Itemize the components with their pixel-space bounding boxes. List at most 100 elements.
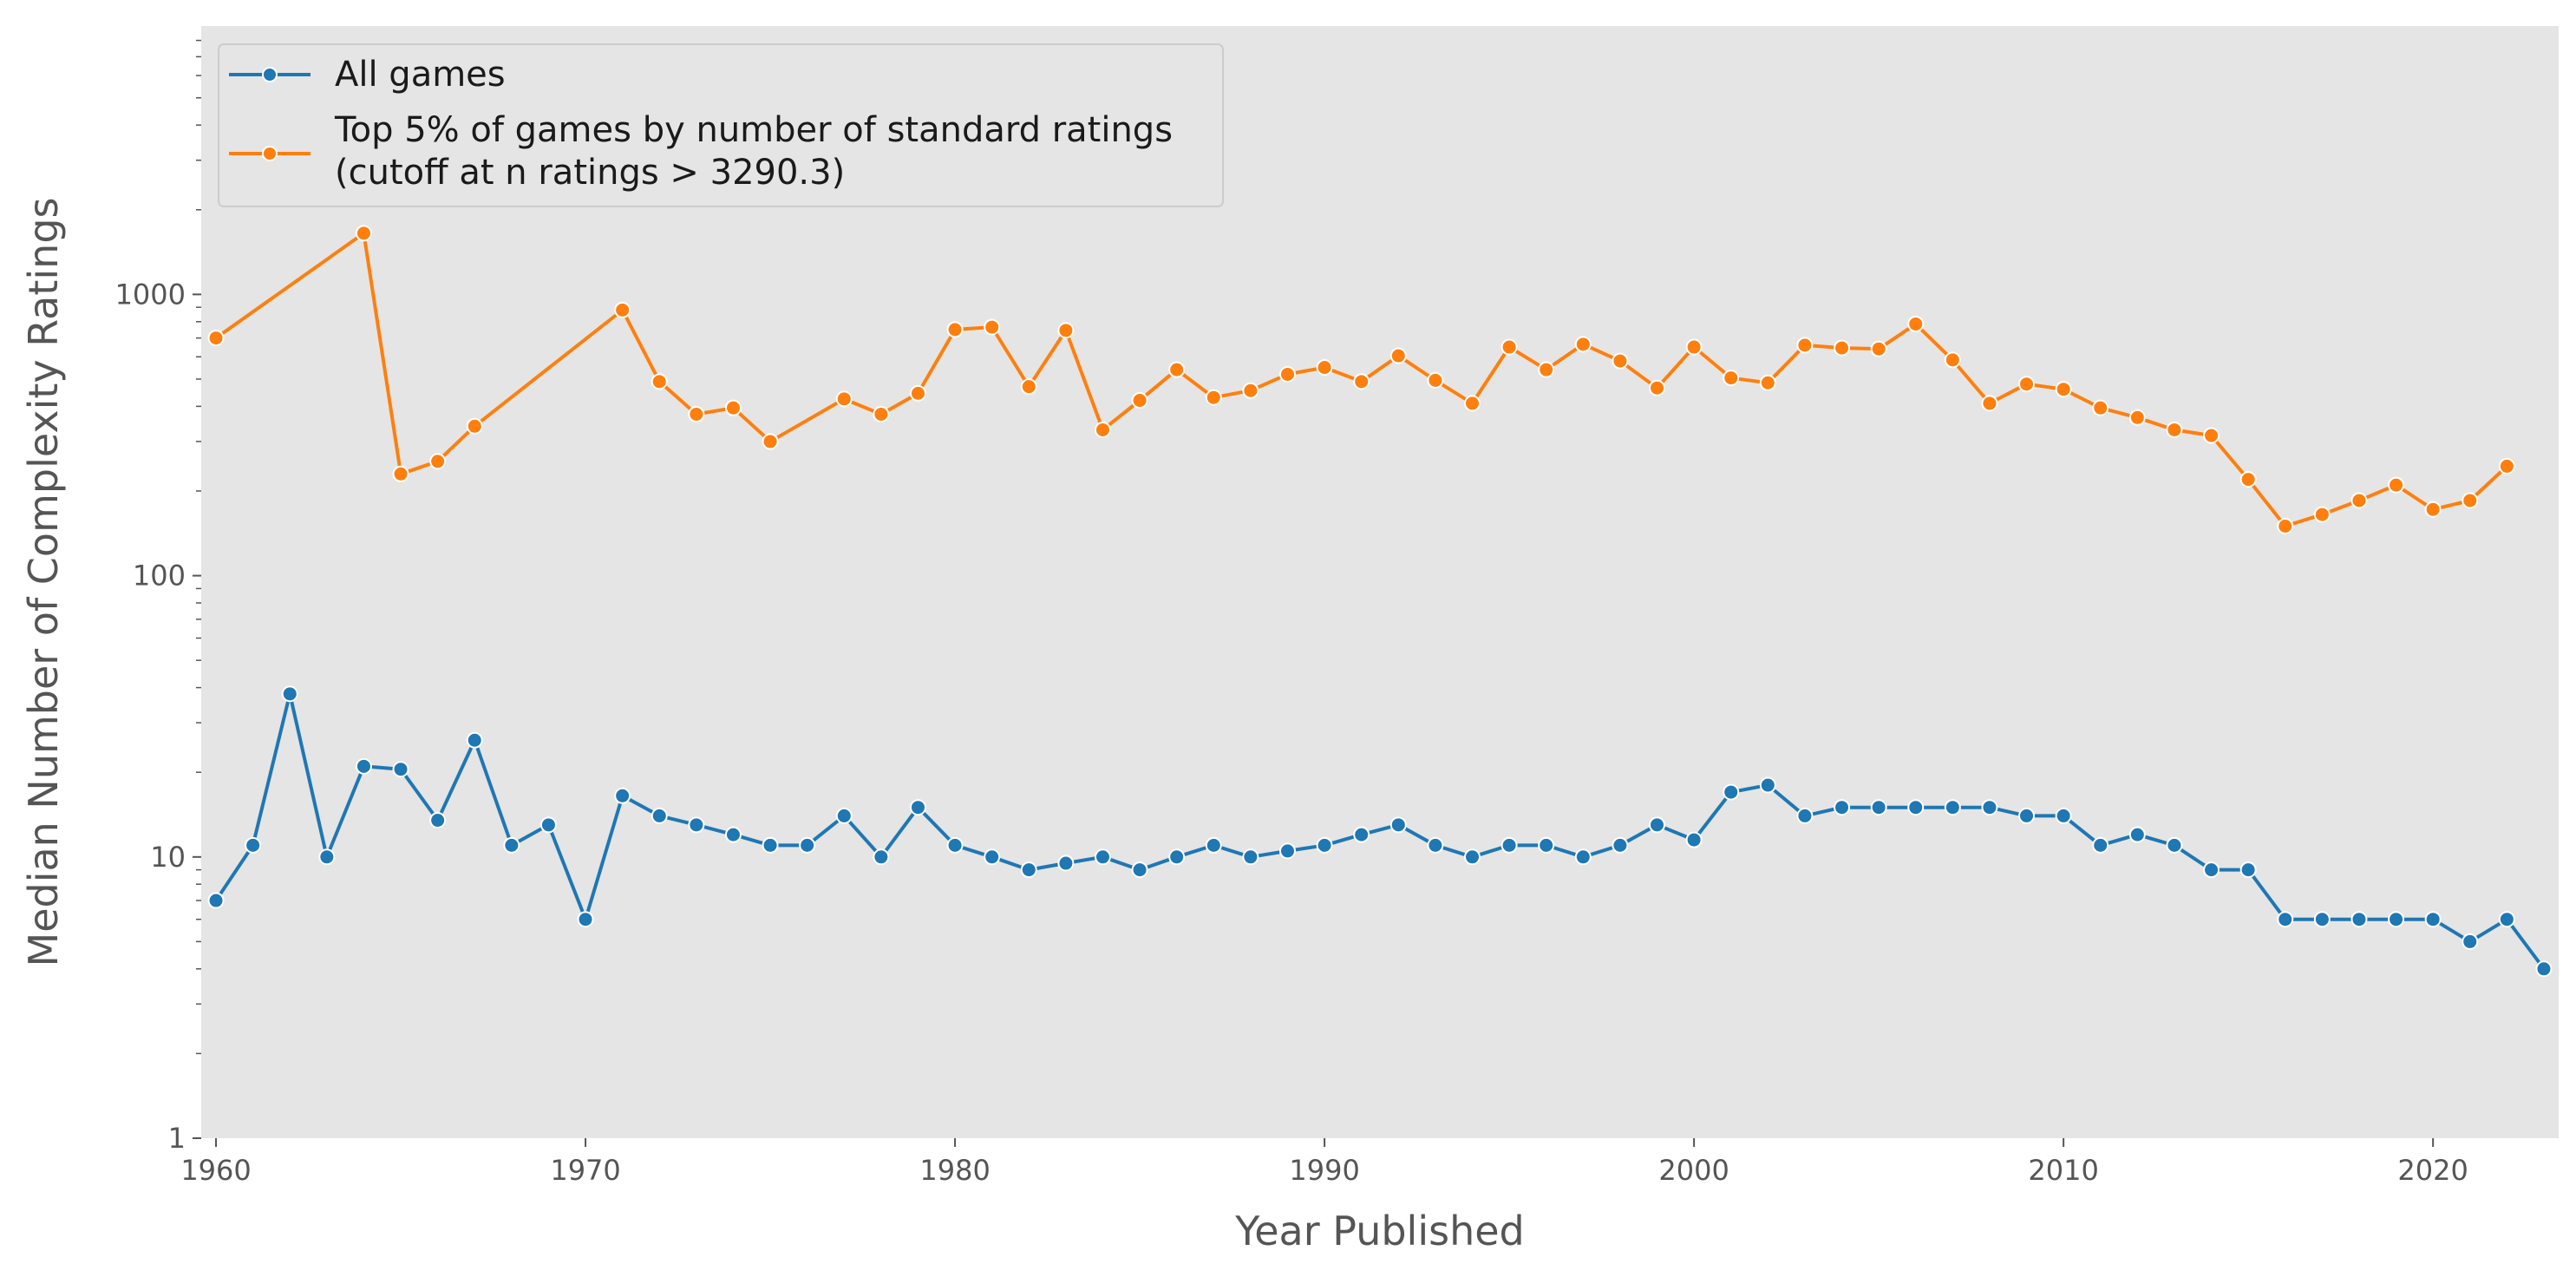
legend: All games Top 5% of games by number of s… [218,43,1224,207]
data-point-all-games [1464,848,1481,866]
data-point-top-games [355,225,372,242]
data-point-top-games [2462,492,2479,509]
data-point-all-games [1834,799,1851,816]
x-tick-label: 1970 [550,1154,620,1187]
data-point-all-games [1168,848,1186,866]
data-point-top-games [392,465,409,482]
data-point-all-games [909,799,926,816]
data-point-top-games [651,373,668,390]
legend-box [218,43,1224,207]
y-tick-label: 1000 [115,278,186,311]
data-point-all-games [724,826,742,843]
data-point-all-games [1574,848,1592,866]
data-point-all-games [1796,807,1814,824]
data-point-all-games [2424,911,2442,928]
y-axis-ticks: 1 10 100 1000 [115,278,201,1155]
data-point-top-games [2313,506,2331,523]
data-point-all-games [1242,848,1259,866]
data-point-all-games [2128,826,2146,843]
data-point-top-games [1649,379,1666,396]
data-point-top-games [2055,381,2072,398]
x-tick-label: 1960 [180,1154,251,1187]
data-point-all-games [946,836,964,854]
data-point-all-games [503,836,520,854]
data-point-top-games [2277,517,2294,534]
y-tick-label: 10 [150,841,186,874]
data-point-top-games [1723,370,1740,387]
data-point-all-games [355,757,372,775]
data-point-all-games [281,685,298,703]
data-point-all-games [1316,836,1333,854]
data-point-top-games [1057,322,1075,339]
data-point-top-games [1353,373,1370,390]
data-point-all-games [835,807,853,824]
data-point-all-games [392,761,409,778]
data-point-top-games [207,330,225,347]
data-point-top-games [1316,359,1333,377]
data-point-top-games [2018,376,2036,393]
data-point-all-games [1131,861,1148,879]
data-point-top-games [1427,371,1444,389]
data-point-top-games [1944,351,1961,369]
data-point-top-games [1981,395,1998,412]
data-point-all-games [762,836,779,854]
data-point-all-games [207,892,225,909]
series-layer [207,225,2553,978]
data-point-all-games [2277,911,2294,928]
data-point-all-games [577,911,594,928]
data-point-all-games [2498,911,2515,928]
data-point-all-games [2388,911,2405,928]
x-tick-label: 2000 [1658,1154,1729,1187]
data-point-all-games [245,836,262,854]
data-point-top-games [466,417,483,435]
y-tick-label: 100 [133,560,186,593]
data-point-all-games [651,807,668,824]
data-point-top-games [2092,399,2109,416]
data-point-all-games [1612,836,1629,854]
data-point-top-games [2239,471,2257,488]
data-point-all-games [1870,799,1887,816]
data-point-top-games [1020,378,1037,396]
data-point-all-games [1907,799,1925,816]
legend-label-all-games: All games [335,55,506,95]
data-point-top-games [1278,365,1296,383]
data-point-top-games [1168,361,1186,378]
data-point-all-games [539,816,557,834]
x-tick-label: 1980 [919,1154,990,1187]
legend-label-top-games-line1: Top 5% of games by number of standard ra… [334,110,1173,150]
data-point-all-games [614,787,631,804]
data-point-top-games [1500,338,1518,356]
x-tick-label: 2010 [2028,1154,2098,1187]
data-point-all-games [2166,836,2183,854]
legend-label-top-games-line2: (cutoff at n ratings > 3290.3) [335,153,845,193]
data-point-top-games [762,433,779,450]
data-point-all-games [873,848,890,866]
data-point-top-games [1685,338,1703,356]
data-point-all-games [429,812,447,829]
data-point-top-games [909,384,926,402]
y-axis-label: Median Number of Complexity Ratings [20,197,67,966]
data-point-top-games [429,453,447,470]
data-point-top-games [1759,374,1776,391]
data-point-top-games [873,405,890,422]
data-point-top-games [2498,457,2515,475]
data-point-top-games [1870,340,1887,357]
data-point-all-games [1389,816,1407,834]
data-point-top-games [1796,337,1814,354]
data-point-all-games [1759,776,1776,794]
data-point-top-games [946,321,964,338]
data-point-all-games [1649,816,1666,834]
data-point-top-games [2388,476,2405,494]
data-point-all-games [2350,911,2368,928]
data-point-top-games [614,301,631,318]
data-point-top-games [688,405,705,422]
data-point-top-games [2350,492,2368,509]
data-point-all-games [466,731,483,749]
data-point-all-games [1020,861,1037,879]
data-point-top-games [1834,339,1851,357]
data-point-top-games [835,390,853,408]
data-point-top-games [2128,409,2146,426]
data-point-top-games [2166,421,2183,438]
data-point-all-games [2203,861,2220,879]
